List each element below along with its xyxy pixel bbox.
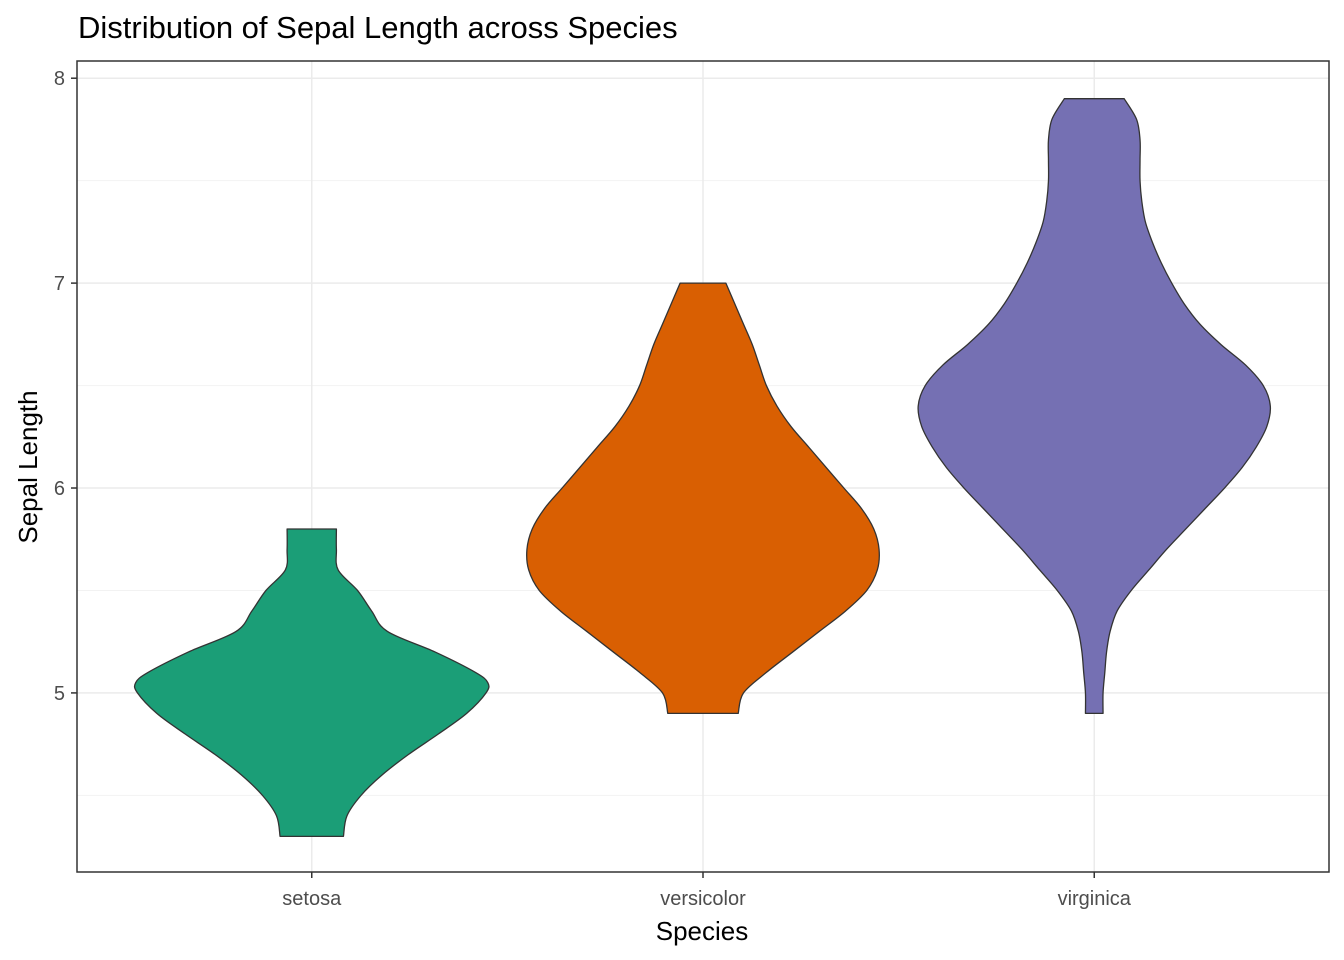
x-tick-label: virginica — [1058, 888, 1132, 910]
violins — [133, 98, 1272, 837]
violin-setosa — [133, 528, 490, 837]
chart-title: Distribution of Sepal Length across Spec… — [78, 10, 678, 45]
y-axis-title: Sepal Length — [13, 390, 43, 543]
y-tick-label: 5 — [54, 683, 65, 705]
y-tick-label: 6 — [54, 478, 65, 500]
x-tick-label: setosa — [282, 888, 342, 910]
x-axis-title: Species — [656, 916, 749, 946]
axis-ticks: 5 6 7 8 setosa versicolor virginica — [54, 68, 1132, 910]
violin-virginica — [917, 98, 1272, 715]
y-tick-label: 7 — [54, 273, 65, 295]
x-tick-label: versicolor — [660, 888, 746, 910]
y-tick-label: 8 — [54, 68, 65, 90]
violin-versicolor — [526, 282, 880, 715]
